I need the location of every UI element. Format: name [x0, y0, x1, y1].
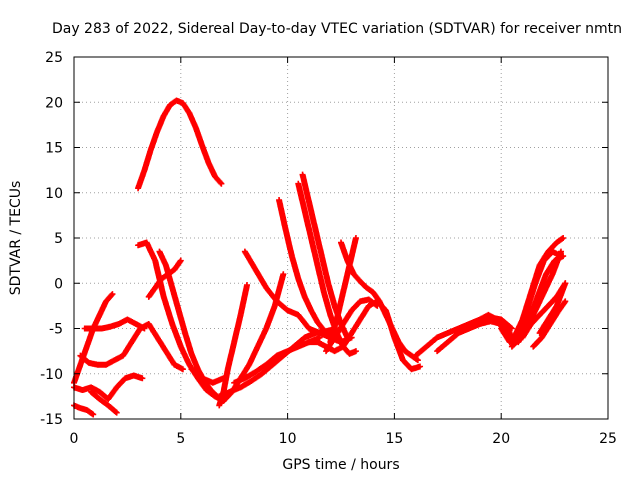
series-markers	[338, 240, 420, 363]
series-markers	[82, 317, 147, 332]
series-arc-32	[536, 280, 569, 337]
series-markers	[71, 292, 115, 385]
y-tick-label: 20	[45, 95, 63, 111]
data-points	[71, 97, 569, 418]
series-arc-5	[71, 291, 116, 386]
series-markers	[295, 182, 358, 357]
y-tick-label: -10	[40, 367, 63, 383]
x-tick-label: 15	[385, 431, 403, 447]
y-tick-label: 25	[45, 50, 63, 66]
x-tick-label: 20	[492, 431, 510, 447]
series-arc-9	[71, 402, 97, 418]
series-markers	[323, 296, 380, 353]
chart-title: Day 283 of 2022, Sidereal Day-to-day VTE…	[52, 21, 622, 37]
series-arc-6	[77, 320, 186, 373]
y-tick-label: 10	[45, 186, 63, 202]
y-axis-label: SDTVAR / TECUs	[8, 181, 24, 296]
grid-lines	[74, 57, 608, 419]
y-tick-label: -5	[49, 322, 63, 338]
series-arc-17	[276, 196, 340, 344]
series-markers	[537, 281, 568, 335]
x-tick-label: 10	[279, 431, 297, 447]
x-tick-label: 5	[176, 431, 185, 447]
x-axis-label: GPS time / hours	[282, 457, 399, 473]
series-arc-10	[88, 388, 120, 416]
series-markers	[89, 389, 119, 415]
axis-ticks: 0 5 10 15 20 25 -15 -10 -5 0 5 10 15 20 25	[40, 50, 617, 447]
series-markers	[157, 249, 220, 399]
x-tick-label: 25	[599, 431, 617, 447]
series-arc-4	[145, 257, 184, 300]
series-arc-21	[338, 239, 421, 364]
series-markers	[299, 172, 350, 340]
series-arc-7	[81, 316, 148, 332]
series-arc-8	[71, 372, 146, 403]
series-markers	[135, 98, 224, 190]
series-arc-23	[323, 296, 381, 355]
y-tick-label: 0	[54, 276, 63, 292]
series-markers	[189, 367, 226, 386]
series-arc-13	[220, 271, 287, 404]
x-tick-label: 0	[70, 431, 79, 447]
series-markers	[72, 372, 145, 402]
y-tick-label: -15	[40, 412, 63, 428]
series-markers	[221, 272, 286, 403]
series-arc-1	[135, 97, 225, 192]
series-markers	[146, 258, 184, 299]
series-arc-22	[327, 235, 359, 346]
series-arc-30	[519, 280, 569, 341]
series-markers	[72, 403, 96, 417]
series-markers	[276, 198, 339, 343]
series-arc-11	[188, 366, 227, 386]
series-markers	[531, 299, 568, 349]
y-tick-label: 5	[54, 231, 63, 247]
series-arc-3	[156, 248, 221, 400]
y-tick-label: 15	[45, 141, 63, 157]
